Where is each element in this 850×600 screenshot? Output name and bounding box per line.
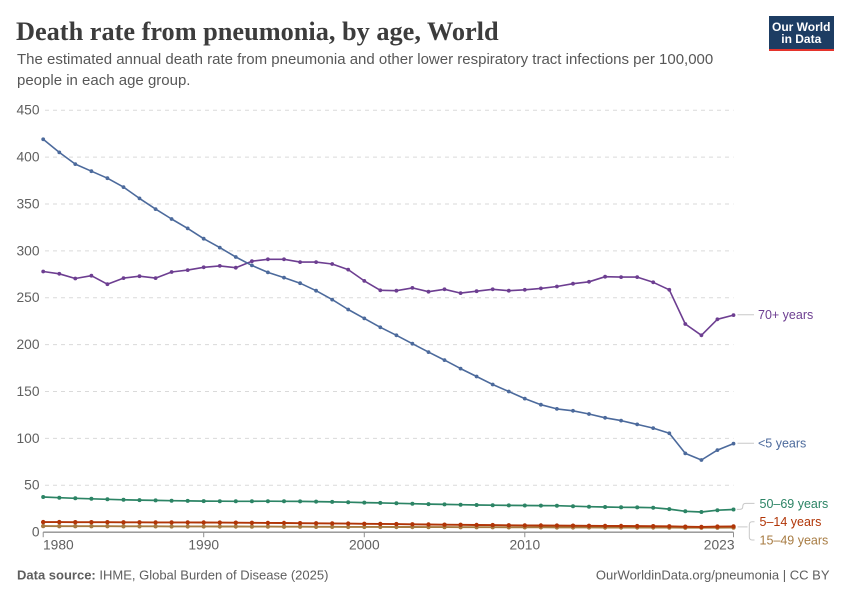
svg-text:2000: 2000 — [349, 538, 380, 553]
svg-text:1990: 1990 — [188, 538, 219, 553]
svg-text:400: 400 — [16, 150, 39, 165]
svg-text:2023: 2023 — [704, 538, 735, 553]
svg-text:5–14 years: 5–14 years — [760, 515, 822, 529]
svg-text:OurWorldinData.org/pneumonia |: OurWorldinData.org/pneumonia | CC BY — [596, 568, 830, 583]
svg-text:350: 350 — [16, 196, 39, 211]
svg-text:50–69 years: 50–69 years — [760, 497, 829, 511]
svg-text:300: 300 — [16, 243, 39, 258]
svg-text:15–49 years: 15–49 years — [760, 533, 829, 547]
svg-text:200: 200 — [16, 337, 39, 352]
svg-text:0: 0 — [32, 525, 40, 540]
svg-text:100: 100 — [16, 431, 39, 446]
svg-text:450: 450 — [16, 103, 39, 118]
svg-text:2010: 2010 — [509, 538, 540, 553]
svg-text:Data source: IHME, Global Burd: Data source: IHME, Global Burden of Dise… — [17, 568, 328, 583]
svg-text:250: 250 — [16, 290, 39, 305]
svg-text:1980: 1980 — [43, 538, 74, 553]
svg-text:50: 50 — [24, 478, 40, 493]
svg-text:70+ years: 70+ years — [758, 308, 813, 322]
svg-text:<5 years: <5 years — [758, 437, 806, 451]
svg-text:150: 150 — [16, 384, 39, 399]
